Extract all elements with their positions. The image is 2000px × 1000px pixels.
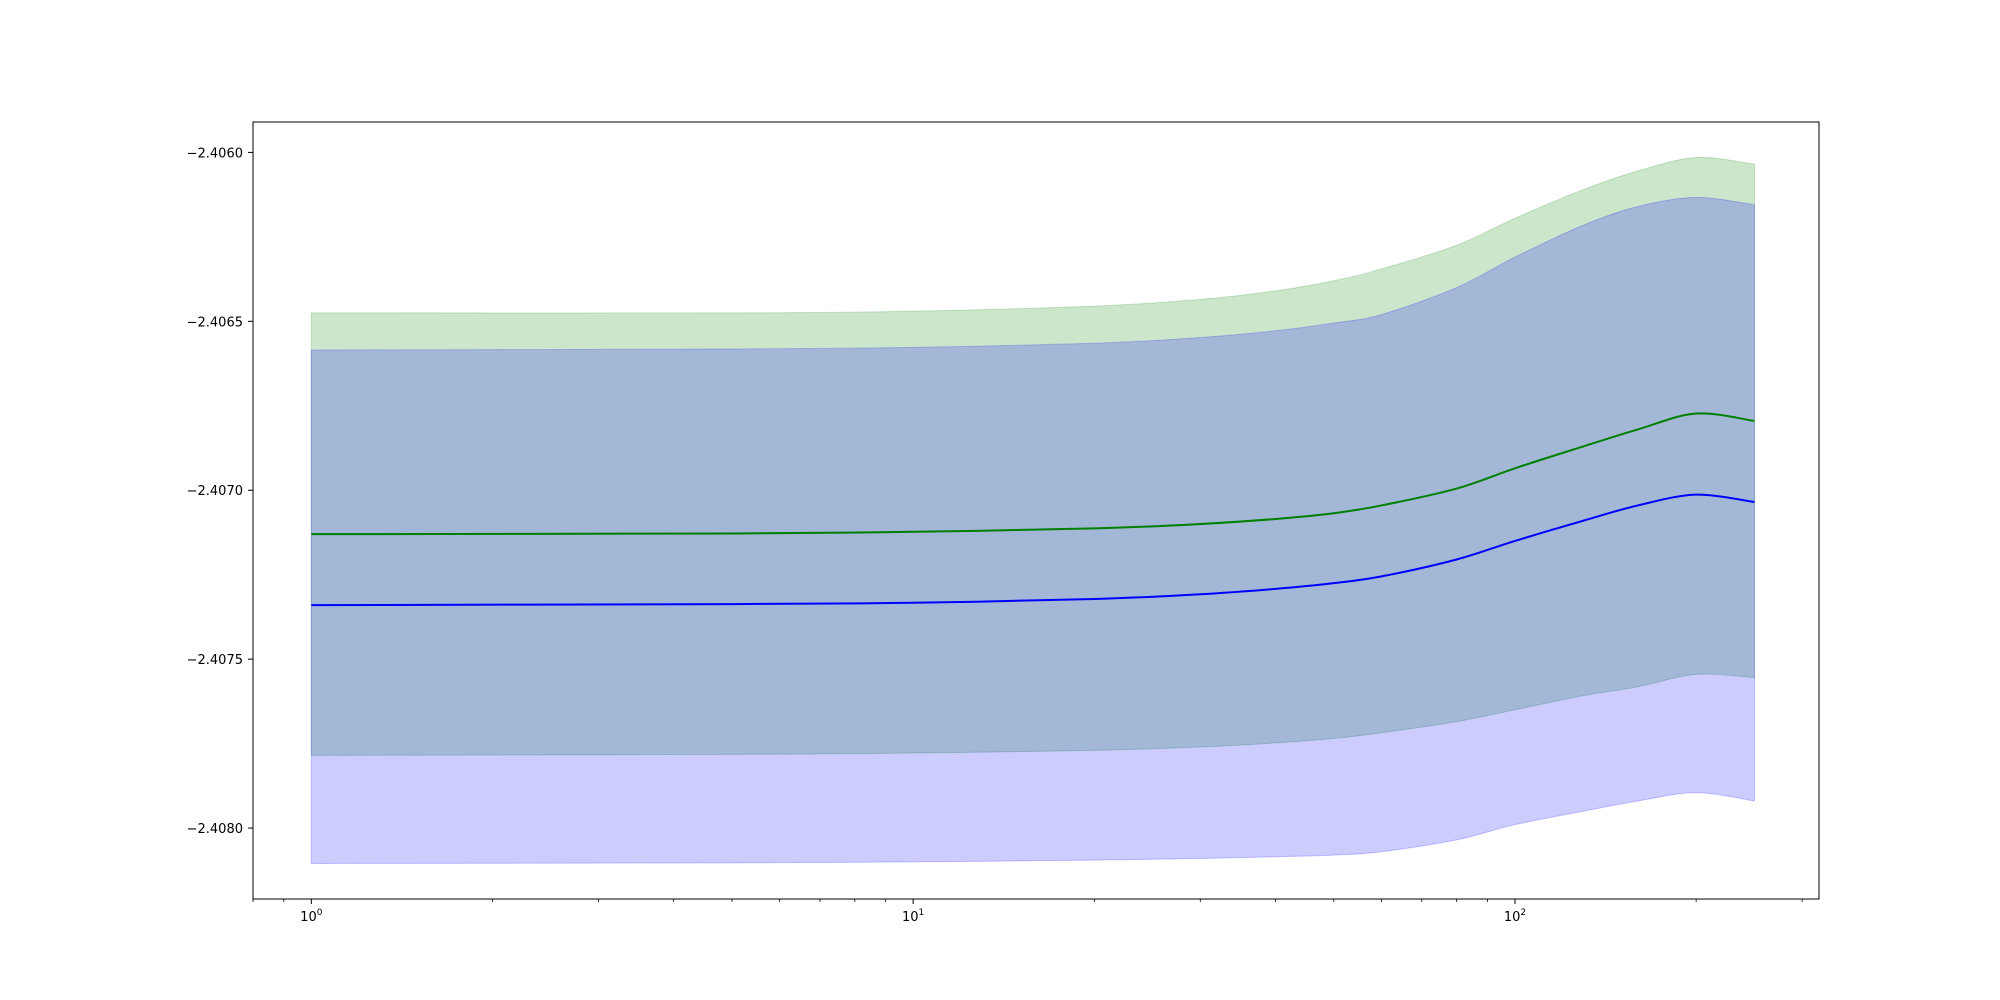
y-tick-label: −2.4065 [187,315,243,330]
series-line-1 [311,412,1755,536]
x-tick-label: 102 [1504,908,1526,925]
y-tick-label: −2.4070 [187,484,243,499]
y-tick-label: −2.4080 [187,822,243,837]
y-axis: −2.4060 −2.4065 −2.4070 −2.4075 −2.4080 [187,146,253,837]
plot-background [253,122,1819,899]
y-tick-label: −2.4075 [187,653,243,668]
series-line-2 [311,493,1755,607]
y-tick-label: −2.4060 [187,146,243,161]
x-tick-label: 101 [902,908,924,925]
plot-area [252,121,1820,900]
x-tick-label: 100 [300,908,323,925]
series-lines [311,412,1755,607]
x-axis: 100 101 102 [252,899,1803,925]
plot-frame [252,121,1820,900]
